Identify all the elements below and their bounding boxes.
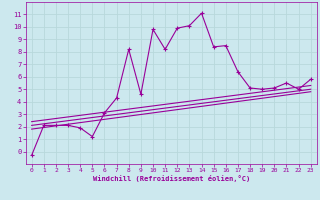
X-axis label: Windchill (Refroidissement éolien,°C): Windchill (Refroidissement éolien,°C)	[92, 175, 250, 182]
